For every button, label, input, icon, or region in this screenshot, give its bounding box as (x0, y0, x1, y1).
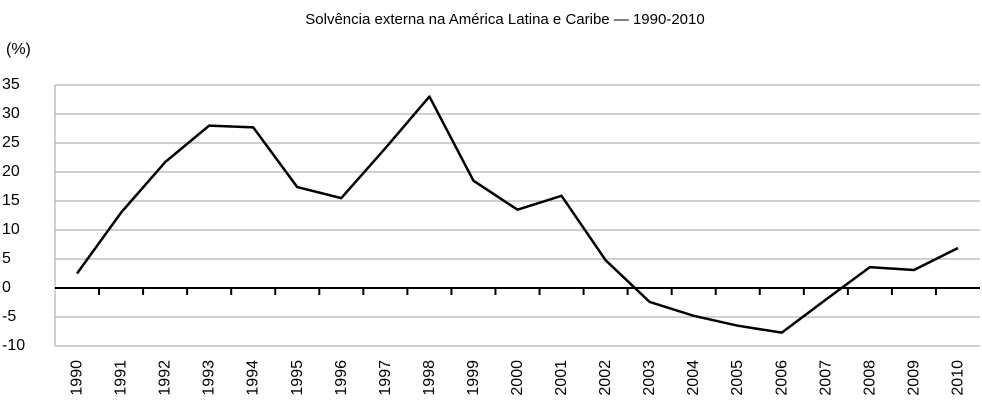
x-tick-label: 2003 (641, 360, 658, 396)
x-tick-label: 2009 (905, 360, 922, 396)
x-tick-label: 2010 (949, 360, 966, 396)
y-tick-label: 25 (2, 134, 20, 151)
x-tick-label: 2007 (817, 360, 834, 396)
x-tick-label: 1991 (113, 360, 130, 396)
chart-title: Solvência externa na América Latina e Ca… (305, 11, 704, 28)
x-tick-label: 1990 (69, 360, 86, 396)
x-tick-label: 2000 (509, 360, 526, 396)
x-tick-label: 2008 (861, 360, 878, 396)
y-tick-label: 30 (2, 105, 20, 122)
y-tick-label: 15 (2, 192, 20, 209)
y-tick-label: 20 (2, 163, 20, 180)
x-tick-label: 1998 (421, 360, 438, 396)
x-tick-label: 1994 (245, 360, 262, 396)
x-tick-label: 1997 (377, 360, 394, 396)
x-tick-label: 2001 (553, 360, 570, 396)
x-tick-label: 1992 (157, 360, 174, 396)
x-tick-label: 2005 (729, 360, 746, 396)
x-tick-label: 1999 (465, 360, 482, 396)
y-tick-label: -10 (2, 337, 25, 354)
y-tick-label: 10 (2, 221, 20, 238)
y-axis-label: (%) (6, 41, 31, 58)
x-tick-label: 1996 (333, 360, 350, 396)
x-tick-label: 1995 (289, 360, 306, 396)
x-tick-label: 2004 (685, 360, 702, 396)
y-tick-label: 35 (2, 76, 20, 93)
y-tick-label: -5 (2, 308, 16, 325)
x-tick-label: 2002 (597, 360, 614, 396)
y-tick-label: 5 (2, 250, 11, 267)
x-tick-label: 2006 (773, 360, 790, 396)
x-tick-label: 1993 (201, 360, 218, 396)
line (76, 95, 959, 334)
y-tick-label: 0 (2, 279, 11, 296)
